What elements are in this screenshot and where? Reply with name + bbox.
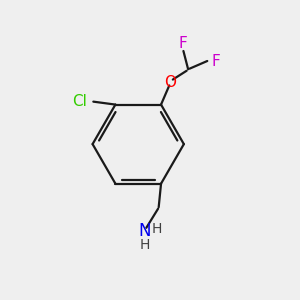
Text: F: F — [212, 53, 220, 68]
Text: H: H — [140, 238, 150, 252]
Text: F: F — [178, 36, 187, 51]
Text: Cl: Cl — [73, 94, 87, 109]
Text: H: H — [152, 222, 162, 236]
Text: O: O — [164, 75, 176, 90]
Text: N: N — [139, 222, 151, 240]
